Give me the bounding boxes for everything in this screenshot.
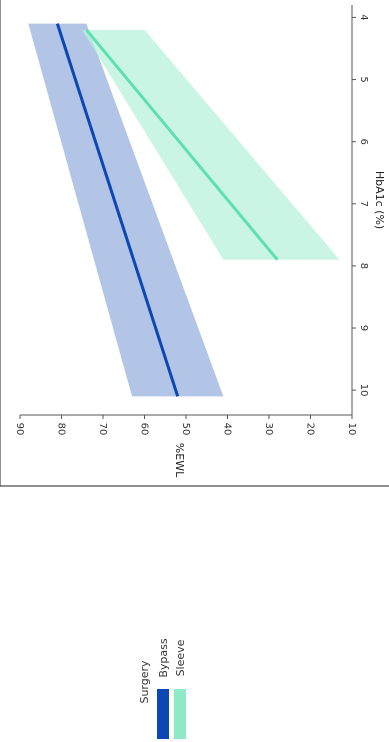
legend-label-sleeve: Sleeve — [174, 639, 187, 676]
y-tick-label: 40 — [222, 423, 233, 436]
y-tick-label: 50 — [180, 423, 191, 436]
x-tick-label: 8 — [358, 263, 369, 269]
series-line-bypass — [55, 23, 180, 397]
y-tick-label: 30 — [263, 423, 274, 436]
series-line-sleeve — [85, 28, 279, 261]
y-tick-label: 80 — [56, 423, 67, 436]
x-tick-label: 10 — [358, 384, 369, 397]
y-tick-label: 90 — [14, 423, 25, 436]
x-tick-label: 5 — [358, 76, 369, 82]
x-tick-label: 7 — [358, 201, 369, 207]
x-tick-label: 4 — [358, 14, 369, 20]
y-axis-label: %EWL — [173, 443, 186, 478]
y-tick-label: 10 — [346, 423, 357, 436]
legend-title: Surgery — [138, 660, 151, 704]
y-tick-label: 20 — [305, 423, 316, 436]
confidence-band-sleeve — [82, 29, 340, 260]
legend-label-bypass: Bypass — [157, 638, 170, 678]
x-axis-label: HbA1c (%) — [373, 171, 386, 229]
x-tick-label: 9 — [358, 325, 369, 331]
legend-swatch-sleeve — [174, 689, 186, 739]
x-tick-label: 6 — [358, 138, 369, 144]
legend: Surgery Bypass Sleeve — [138, 638, 187, 739]
y-tick-label: 60 — [139, 423, 150, 436]
y-tick-label: 70 — [97, 423, 108, 436]
confidence-band-bypass — [28, 23, 224, 397]
legend-swatch-bypass — [157, 689, 169, 739]
